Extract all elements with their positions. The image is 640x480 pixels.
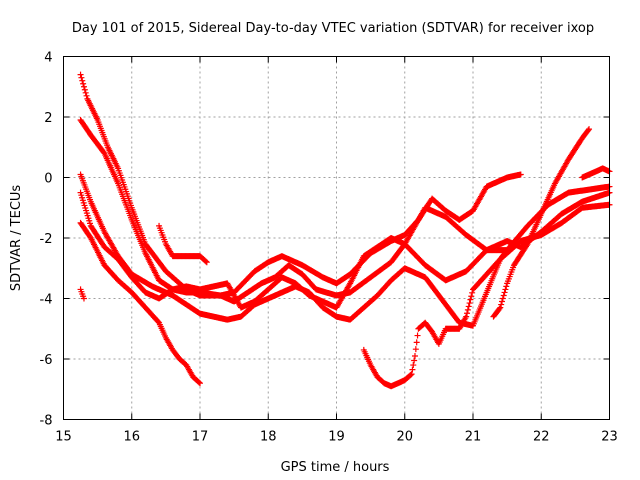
data-point-marker	[466, 300, 473, 307]
chart-title: Day 101 of 2015, Sidereal Day-to-day VTE…	[72, 21, 594, 36]
data-point-marker	[409, 366, 416, 373]
data-point-marker	[499, 295, 506, 302]
y-tick-label: -6	[40, 353, 53, 368]
data-point-marker	[77, 71, 84, 78]
data-point-marker	[197, 380, 203, 387]
y-tick-label: -4	[40, 293, 53, 308]
data-point-marker	[78, 74, 85, 81]
series-s1	[77, 71, 524, 299]
series-s5	[77, 219, 203, 387]
data-point-marker	[464, 310, 471, 317]
data-point-marker	[503, 283, 510, 290]
y-tick-label: 0	[44, 172, 52, 187]
y-tick-label: -2	[40, 232, 53, 247]
data-point-marker	[498, 301, 505, 308]
data-point-marker	[496, 305, 503, 312]
x-axis-label: GPS time / hours	[281, 460, 390, 475]
x-tick-label: 20	[396, 430, 413, 445]
series-s4	[77, 189, 613, 311]
series-s6	[77, 286, 87, 302]
data-point-marker	[411, 357, 418, 364]
plot-frame	[63, 56, 610, 420]
data-point-marker	[413, 339, 420, 346]
data-point-marker	[412, 346, 419, 353]
x-tick-label: 23	[601, 430, 618, 445]
data-point-marker	[80, 83, 87, 90]
series-s8	[490, 126, 593, 320]
data-point-marker	[408, 371, 415, 378]
y-tick-label: 4	[44, 51, 52, 66]
y-tick-label: -8	[40, 414, 53, 429]
series-s3	[77, 171, 613, 329]
x-tick-label: 16	[123, 430, 140, 445]
data-point-marker	[469, 289, 476, 296]
y-axis-label: SDTVAR / TECUs	[9, 185, 24, 292]
data-point-marker	[83, 92, 90, 99]
data-point-marker	[203, 259, 210, 266]
data-point-marker	[202, 258, 209, 265]
x-tick-label: 19	[328, 430, 345, 445]
data-point-marker	[503, 248, 510, 255]
data-point-marker	[504, 247, 511, 254]
data-point-marker	[468, 293, 475, 300]
data-point-marker	[464, 306, 471, 313]
data-point-marker	[82, 89, 89, 96]
data-point-marker	[407, 371, 414, 378]
data-point-marker	[585, 127, 592, 134]
series-s9	[579, 165, 613, 181]
data-point-marker	[463, 313, 470, 320]
data-point-marker	[500, 292, 507, 299]
data-point-marker	[586, 126, 593, 133]
x-tick-label: 15	[55, 430, 72, 445]
series-s7	[360, 247, 511, 390]
data-point-marker	[517, 171, 524, 178]
data-point-marker	[465, 303, 472, 310]
data-point-marker	[523, 242, 530, 249]
x-tick-label: 17	[192, 430, 209, 445]
x-tick-label: 22	[533, 430, 550, 445]
data-point-marker	[502, 286, 509, 293]
data-point-marker	[79, 77, 86, 84]
data-point-marker	[410, 362, 417, 369]
data-point-marker	[467, 296, 474, 303]
data-point-marker	[499, 298, 506, 305]
data-marks	[77, 71, 613, 390]
x-tick-label: 21	[465, 430, 482, 445]
data-point-marker	[196, 379, 203, 386]
data-point-marker	[497, 304, 504, 311]
data-point-marker	[81, 86, 88, 93]
x-tick-label: 18	[260, 430, 277, 445]
data-point-marker	[501, 289, 508, 296]
data-point-marker	[414, 332, 421, 339]
data-point-marker	[80, 295, 87, 302]
data-point-marker	[80, 80, 87, 87]
y-tick-label: 2	[44, 111, 52, 126]
series-s10	[156, 222, 210, 266]
data-point-marker	[411, 352, 418, 359]
